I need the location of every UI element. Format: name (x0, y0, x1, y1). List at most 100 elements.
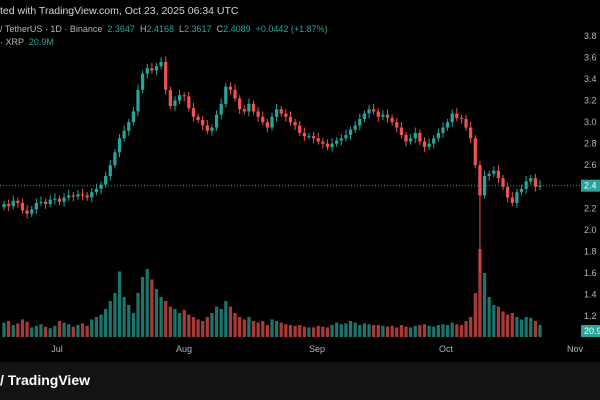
candle-body (311, 136, 316, 139)
brand-logo[interactable]: / TradingView (0, 372, 90, 388)
candle-body (233, 89, 237, 99)
volume-bar (469, 317, 473, 337)
high-value: 2.4168 (146, 24, 174, 34)
volume-bar (131, 313, 135, 337)
volume-bar (2, 322, 6, 337)
candle-body (533, 178, 537, 187)
candle-body (445, 122, 450, 128)
volume-bar (182, 309, 186, 337)
change-value: +0.0442 (+1.87%) (255, 24, 328, 34)
candle-body (469, 127, 473, 139)
volume-bar (108, 301, 112, 337)
volume-bar (311, 327, 316, 337)
candle-body (34, 202, 38, 210)
volume-bar (432, 326, 436, 337)
last-price-label: 2.4 (584, 181, 597, 191)
candle-body (529, 178, 533, 182)
candle-body (510, 197, 514, 203)
candle-body (358, 118, 362, 126)
y-tick-label: 3.4 (584, 74, 597, 84)
volume-bar (445, 325, 450, 337)
candle-body (330, 143, 334, 147)
symbol-name[interactable]: / TetherUS · 1D · Binance (0, 24, 103, 34)
candle-body (316, 138, 320, 142)
candle-body (210, 127, 214, 131)
volume-bar (71, 326, 75, 337)
volume-bar (275, 321, 279, 337)
y-tick-label: 1.8 (584, 246, 597, 256)
candle-body (247, 103, 251, 112)
volume-bar (150, 279, 154, 337)
volume-bar (459, 325, 464, 337)
volume-bar (288, 325, 293, 337)
volume-bar (265, 325, 269, 337)
candle-body (367, 109, 371, 114)
volume-bar (427, 325, 431, 337)
volume-bar (298, 325, 302, 337)
y-tick-label: 3.0 (584, 117, 597, 127)
candle-body (265, 122, 269, 128)
candle-body (376, 111, 380, 117)
publish-caption: ted with TradingView.com, Oct 23, 2025 0… (0, 5, 239, 17)
candle-body (224, 86, 228, 104)
volume-bar (16, 323, 20, 337)
candle-body (90, 192, 94, 198)
candle-body (164, 61, 168, 90)
candle-body (94, 188, 99, 193)
volume-bar (76, 325, 80, 337)
volume-bar (39, 324, 43, 337)
volume-bar (251, 321, 256, 337)
candle-body (219, 103, 223, 115)
candle-body (2, 204, 6, 208)
volume-bar (353, 322, 357, 337)
x-tick-label: Jul (51, 344, 63, 354)
volume-bar (233, 313, 237, 337)
volume-bar (358, 325, 362, 337)
volume-bar (43, 326, 48, 337)
candle-body (427, 143, 431, 147)
volume-bar (187, 314, 191, 337)
candle-body (422, 141, 427, 147)
candle-body (7, 204, 11, 207)
volume-bar (325, 327, 330, 337)
candle-body (214, 114, 219, 128)
volume-bar (20, 319, 25, 337)
volume-bar (117, 271, 122, 337)
candle-body (409, 138, 413, 142)
candle-body (441, 127, 445, 133)
candle-body (464, 118, 468, 128)
volume-bar (385, 326, 390, 337)
candle-body (187, 96, 191, 109)
candle-body (150, 68, 154, 71)
footer-bar: / TradingView (0, 362, 600, 400)
volume-bar (533, 321, 537, 337)
volume-bar (261, 321, 265, 337)
y-tick-label: 2.6 (584, 160, 597, 170)
x-tick-label: Nov (567, 344, 584, 354)
candle-body (344, 135, 348, 139)
volume-bar (242, 319, 246, 337)
volume-bar (307, 327, 311, 337)
y-tick-label: 1.6 (584, 268, 597, 278)
candle-body (335, 140, 339, 144)
candle-body (473, 138, 477, 166)
candle-body (30, 209, 34, 214)
candle-body (173, 100, 177, 106)
candle-body (279, 109, 283, 114)
low-label: L (179, 24, 185, 34)
volume-bar (141, 277, 145, 337)
candle-body (154, 66, 159, 71)
volume-bar (113, 293, 117, 337)
candle-body (404, 135, 408, 142)
candle-body (492, 170, 496, 174)
tradingview-logo-icon: / (0, 372, 4, 388)
price-chart[interactable]: 3.8 3.6 3.4 3.2 3.0 2.8 2.6 2.4 2.2 2.0 1.8 1.6 1.4 1… (0, 0, 600, 362)
candle-body (201, 120, 205, 126)
candle-body (251, 103, 256, 112)
volume-bar (510, 313, 514, 337)
volume-bar (11, 325, 15, 337)
candle-body (487, 173, 491, 176)
volume-bar (487, 297, 491, 337)
volume-bar (473, 293, 477, 337)
volume-bar (348, 321, 353, 337)
